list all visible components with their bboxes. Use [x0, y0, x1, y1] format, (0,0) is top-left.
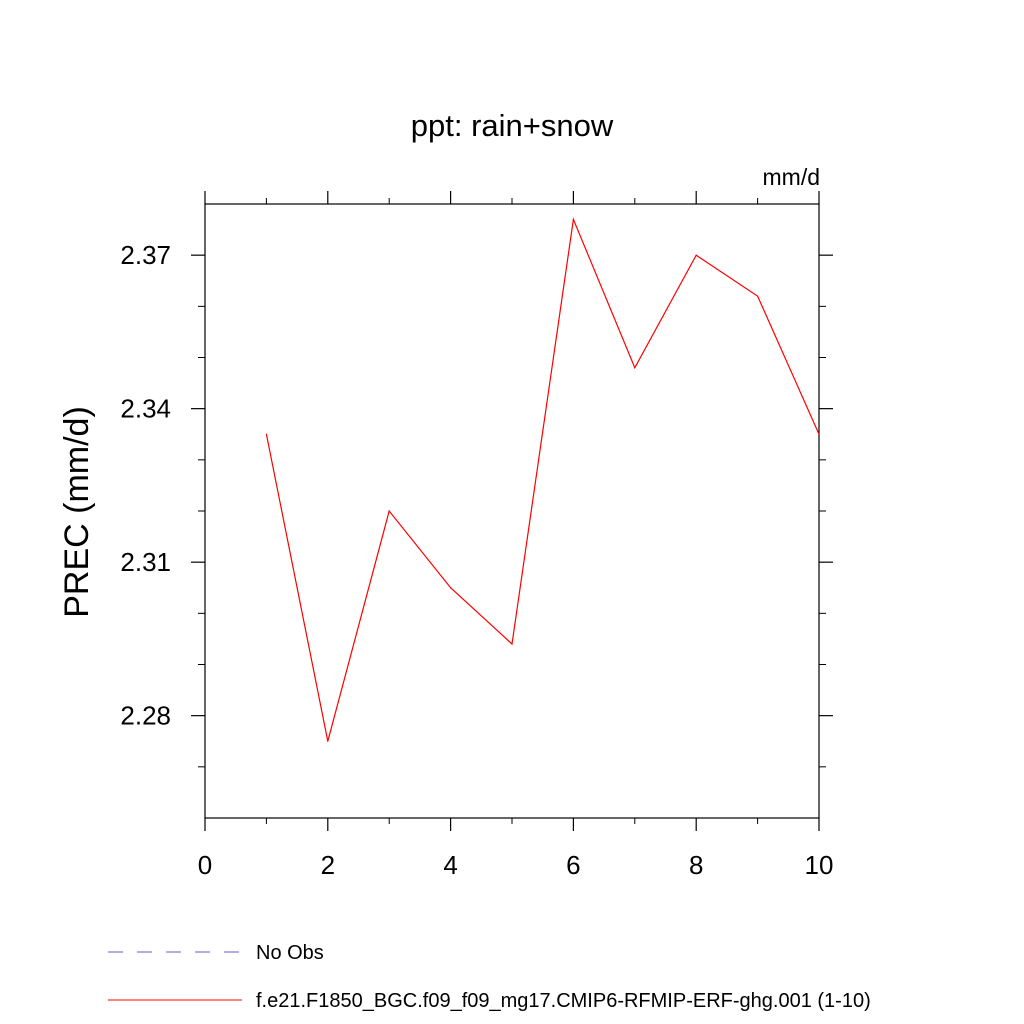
y-tick-label: 2.34 [120, 394, 171, 424]
legend-label: f.e21.F1850_BGC.f09_f09_mg17.CMIP6-RFMIP… [256, 990, 871, 1012]
x-tick-label: 10 [805, 850, 834, 880]
series-line-0 [265, 217, 820, 742]
tick-labels: 0 2 4 6 8 10 2.28 2.31 2.34 2.37 [120, 240, 833, 880]
plot-frame [204, 203, 820, 819]
legend-label: No Obs [256, 942, 324, 964]
x-tick-label: 8 [689, 850, 703, 880]
y-tick-label: 2.37 [120, 240, 171, 270]
data-point [695, 254, 697, 256]
x-tick-label: 6 [566, 850, 580, 880]
units-label: mm/d [763, 164, 821, 190]
data-point [818, 433, 820, 435]
data-point [388, 510, 390, 512]
y-tick-label: 2.28 [120, 701, 171, 731]
data-point [327, 740, 329, 742]
x-tick-label: 4 [443, 850, 457, 880]
data-point [572, 218, 575, 220]
data-point [511, 643, 513, 645]
legend: No Obs f.e21.F1850_BGC.f09_f09_mg17.CMIP6… [108, 942, 871, 1012]
y-axis-label: PREC (mm/d) [58, 406, 96, 618]
y-tick-label: 2.31 [120, 547, 171, 577]
data-point [634, 367, 636, 369]
axis-ticks [191, 191, 833, 831]
x-tick-label: 0 [198, 850, 212, 880]
data-point [450, 587, 452, 589]
series-lines [265, 217, 820, 742]
data-point [265, 433, 267, 435]
data-point [757, 295, 759, 297]
chart-title: ppt: rain+snow [411, 108, 614, 143]
x-tick-label: 2 [321, 850, 335, 880]
